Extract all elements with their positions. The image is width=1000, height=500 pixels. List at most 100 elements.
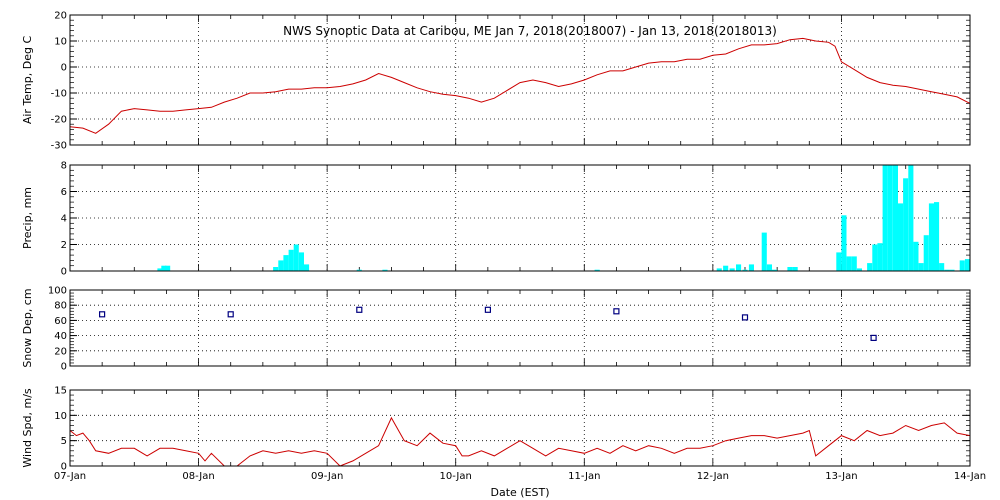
x-tick-label: 10-Jan: [440, 471, 472, 482]
precip-bar: [298, 252, 304, 271]
series-2: [98, 306, 877, 341]
precip-bar: [723, 265, 729, 271]
precip-bar: [748, 264, 754, 271]
y-tick-label: 40: [54, 331, 67, 342]
y-tick-label: 0: [61, 462, 67, 473]
precip-bar: [273, 267, 279, 271]
precip-bar: [293, 244, 299, 271]
snow-depth-marker: [356, 306, 363, 313]
panel-frame: [69, 14, 971, 146]
precip-bar: [736, 264, 742, 271]
precip-bar: [841, 215, 847, 271]
precip-bar: [157, 268, 163, 271]
x-tick-label: 09-Jan: [311, 471, 343, 482]
snow-depth-marker: [227, 311, 234, 318]
y-axis-label: Wind Spd, m/s: [21, 388, 34, 468]
precip-bar: [856, 268, 862, 271]
x-tick-label: 12-Jan: [697, 471, 729, 482]
precip-bar: [913, 241, 919, 271]
y-tick-label: 10: [54, 411, 67, 422]
snow-depth-marker: [484, 306, 491, 313]
y-tick-label: 100: [48, 286, 67, 297]
precip-bar: [766, 264, 772, 271]
panel-0: 20 10 0 -10 -20 -30 Air Temp, Deg C: [21, 11, 971, 152]
precip-bar: [867, 263, 873, 271]
precip-bar: [882, 165, 888, 271]
precip-bar: [959, 260, 965, 271]
y-tick-label: 10: [54, 37, 67, 48]
precip-bar: [872, 244, 878, 271]
y-tick-label: 60: [54, 316, 67, 327]
x-tick-label: 11-Jan: [568, 471, 600, 482]
precip-bar: [742, 269, 748, 271]
y-axis-label: Precip, mm: [21, 187, 34, 249]
precip-bar: [772, 269, 778, 271]
precip-bar: [716, 268, 722, 271]
panel-2: 100 80 60 40 20 0 Snow Dep, cm: [21, 286, 971, 373]
series-3: [70, 416, 970, 466]
y-tick-label: 0: [61, 362, 67, 373]
panel-1: 8 6 4 2 0 Precip, mm: [21, 161, 971, 278]
x-tick-label: 13-Jan: [825, 471, 857, 482]
chart-title: NWS Synoptic Data at Caribou, ME Jan 7, …: [283, 24, 777, 38]
y-tick-label: 15: [54, 386, 67, 397]
panel-frame: [69, 289, 971, 367]
snow-depth-marker: [98, 311, 106, 318]
precip-bar: [934, 202, 940, 271]
y-axis-label: Snow Dep, cm: [21, 288, 34, 367]
precip-bar: [964, 259, 970, 271]
precip-bar: [161, 265, 167, 271]
precip-bar: [356, 269, 362, 271]
series-1: [157, 165, 970, 271]
y-tick-label: 80: [54, 301, 67, 312]
precip-bar: [288, 249, 294, 271]
x-tick-label: 08-Jan: [182, 471, 214, 482]
precip-bar: [283, 255, 289, 271]
precip-bar: [165, 265, 171, 271]
series-line: [70, 37, 970, 134]
precip-bar: [923, 235, 929, 271]
precip-bar: [903, 178, 909, 271]
precip-bar: [594, 269, 600, 271]
y-tick-label: 8: [61, 161, 67, 172]
series-line: [70, 416, 970, 466]
precip-bar: [892, 165, 898, 271]
panel-3: 15 10 5 0 Wind Spd, m/s: [21, 386, 971, 473]
precip-bar: [787, 267, 793, 271]
y-tick-label: 20: [54, 11, 67, 22]
precip-bar: [887, 165, 893, 271]
precip-bar: [851, 256, 857, 271]
y-tick-label: -20: [51, 115, 67, 126]
panel-frame: [69, 389, 971, 467]
y-axis-label: Air Temp, Deg C: [21, 36, 34, 125]
precip-bar: [304, 264, 310, 271]
x-axis: 07-Jan 08-Jan 09-Jan 10-Jan 11-Jan 12-Jan 13-J…: [54, 471, 986, 482]
panel-frame: [69, 164, 971, 272]
precip-bar: [382, 269, 388, 271]
precip-bar: [278, 260, 284, 271]
snow-depth-marker: [741, 314, 749, 321]
y-tick-label: 5: [61, 436, 67, 447]
precip-bar: [877, 243, 883, 271]
snow-depth-marker: [613, 308, 620, 315]
precip-bar: [939, 263, 945, 271]
y-tick-label: -10: [51, 89, 67, 100]
y-tick-label: 0: [61, 63, 67, 74]
precip-bar: [846, 256, 852, 271]
precip-bar: [836, 252, 842, 271]
series-0: [70, 37, 970, 134]
y-tick-label: 20: [54, 346, 67, 357]
y-tick-label: -30: [51, 141, 67, 152]
precip-bar: [918, 263, 924, 271]
x-tick-label: 07-Jan: [54, 471, 86, 482]
precip-bar: [944, 269, 950, 271]
y-tick-label: 4: [61, 214, 67, 225]
precip-bar: [949, 269, 955, 271]
y-tick-label: 6: [61, 187, 67, 198]
precip-bar: [761, 232, 767, 271]
snow-depth-marker: [870, 334, 877, 341]
y-tick-label: 2: [61, 240, 67, 251]
y-tick-label: 0: [61, 267, 67, 278]
x-axis-label: Date (EST): [490, 486, 549, 499]
